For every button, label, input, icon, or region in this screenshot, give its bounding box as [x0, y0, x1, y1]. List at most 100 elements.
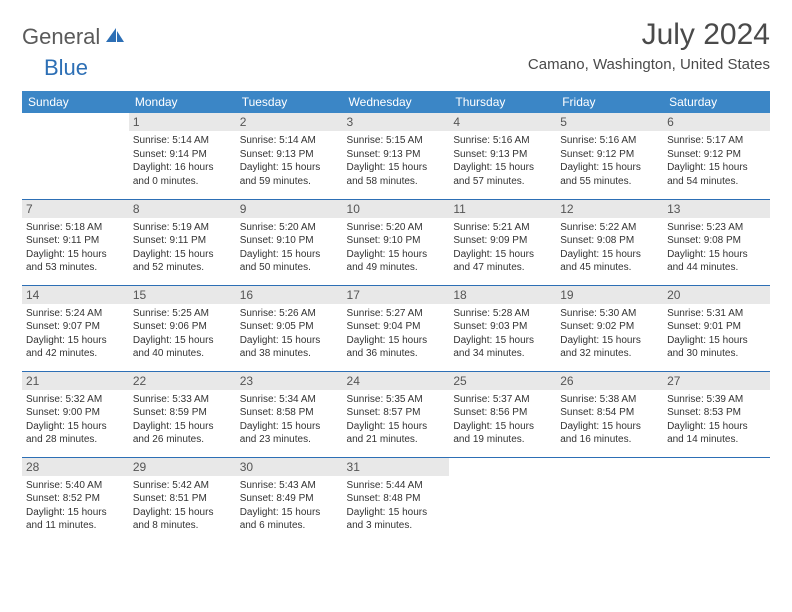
calendar-day-cell: 6Sunrise: 5:17 AMSunset: 9:12 PMDaylight… — [663, 113, 770, 199]
sunset-text: Sunset: 8:54 PM — [560, 406, 659, 420]
day-number: 23 — [236, 372, 343, 390]
day-number: 10 — [343, 200, 450, 218]
day-number: 2 — [236, 113, 343, 131]
sunset-text: Sunset: 9:11 PM — [26, 234, 125, 248]
sunset-text: Sunset: 8:52 PM — [26, 492, 125, 506]
calendar-day-cell: 2Sunrise: 5:14 AMSunset: 9:13 PMDaylight… — [236, 113, 343, 199]
calendar-day-cell: 19Sunrise: 5:30 AMSunset: 9:02 PMDayligh… — [556, 285, 663, 371]
calendar-day-cell: 10Sunrise: 5:20 AMSunset: 9:10 PMDayligh… — [343, 199, 450, 285]
calendar-day-cell: 18Sunrise: 5:28 AMSunset: 9:03 PMDayligh… — [449, 285, 556, 371]
day-number: 14 — [22, 286, 129, 304]
weekday-header: Saturday — [663, 91, 770, 113]
sunrise-text: Sunrise: 5:35 AM — [347, 393, 446, 407]
calendar-empty-cell — [22, 113, 129, 199]
sunset-text: Sunset: 9:12 PM — [560, 148, 659, 162]
calendar-day-cell: 3Sunrise: 5:15 AMSunset: 9:13 PMDaylight… — [343, 113, 450, 199]
sunset-text: Sunset: 9:11 PM — [133, 234, 232, 248]
title-block: July 2024 Camano, Washington, United Sta… — [528, 18, 770, 73]
calendar-day-cell: 14Sunrise: 5:24 AMSunset: 9:07 PMDayligh… — [22, 285, 129, 371]
sunrise-text: Sunrise: 5:39 AM — [667, 393, 766, 407]
calendar-table: SundayMondayTuesdayWednesdayThursdayFrid… — [22, 91, 770, 543]
day-number: 3 — [343, 113, 450, 131]
day-number: 31 — [343, 458, 450, 476]
sunrise-text: Sunrise: 5:38 AM — [560, 393, 659, 407]
day-text: Daylight: 15 hours and 6 minutes. — [240, 506, 339, 533]
sunrise-text: Sunrise: 5:20 AM — [347, 221, 446, 235]
day-number: 30 — [236, 458, 343, 476]
calendar-day-cell: 21Sunrise: 5:32 AMSunset: 9:00 PMDayligh… — [22, 371, 129, 457]
day-text: Daylight: 15 hours and 21 minutes. — [347, 420, 446, 447]
weekday-header: Monday — [129, 91, 236, 113]
calendar-day-cell: 23Sunrise: 5:34 AMSunset: 8:58 PMDayligh… — [236, 371, 343, 457]
day-number: 12 — [556, 200, 663, 218]
day-text: Daylight: 15 hours and 32 minutes. — [560, 334, 659, 361]
day-number: 16 — [236, 286, 343, 304]
sunrise-text: Sunrise: 5:24 AM — [26, 307, 125, 321]
calendar-day-cell: 7Sunrise: 5:18 AMSunset: 9:11 PMDaylight… — [22, 199, 129, 285]
sunset-text: Sunset: 8:57 PM — [347, 406, 446, 420]
calendar-week-row: 14Sunrise: 5:24 AMSunset: 9:07 PMDayligh… — [22, 285, 770, 371]
day-text: Daylight: 15 hours and 16 minutes. — [560, 420, 659, 447]
day-text: Daylight: 15 hours and 44 minutes. — [667, 248, 766, 275]
sunrise-text: Sunrise: 5:19 AM — [133, 221, 232, 235]
day-number: 29 — [129, 458, 236, 476]
sunrise-text: Sunrise: 5:43 AM — [240, 479, 339, 493]
calendar-day-cell: 11Sunrise: 5:21 AMSunset: 9:09 PMDayligh… — [449, 199, 556, 285]
day-number: 15 — [129, 286, 236, 304]
calendar-day-cell: 31Sunrise: 5:44 AMSunset: 8:48 PMDayligh… — [343, 457, 450, 543]
sunset-text: Sunset: 9:08 PM — [667, 234, 766, 248]
calendar-day-cell: 20Sunrise: 5:31 AMSunset: 9:01 PMDayligh… — [663, 285, 770, 371]
day-text: Daylight: 16 hours and 0 minutes. — [133, 161, 232, 188]
day-number: 7 — [22, 200, 129, 218]
calendar-day-cell: 28Sunrise: 5:40 AMSunset: 8:52 PMDayligh… — [22, 457, 129, 543]
calendar-day-cell: 30 Sunrise: 5:43 AMSunset: 8:49 PMDayligh… — [236, 457, 343, 543]
sunrise-text: Sunrise: 5:28 AM — [453, 307, 552, 321]
day-number: 19 — [556, 286, 663, 304]
sunset-text: Sunset: 8:51 PM — [133, 492, 232, 506]
day-text: Daylight: 15 hours and 53 minutes. — [26, 248, 125, 275]
day-text: Daylight: 15 hours and 19 minutes. — [453, 420, 552, 447]
sunrise-text: Sunrise: 5:40 AM — [26, 479, 125, 493]
logo-text-blue: Blue — [44, 55, 88, 80]
day-text: Daylight: 15 hours and 23 minutes. — [240, 420, 339, 447]
month-title: July 2024 — [528, 18, 770, 52]
calendar-day-cell: 13Sunrise: 5:23 AMSunset: 9:08 PMDayligh… — [663, 199, 770, 285]
day-text: Daylight: 15 hours and 34 minutes. — [453, 334, 552, 361]
day-text: Daylight: 15 hours and 28 minutes. — [26, 420, 125, 447]
calendar-week-row: 28Sunrise: 5:40 AMSunset: 8:52 PMDayligh… — [22, 457, 770, 543]
day-text: Daylight: 15 hours and 47 minutes. — [453, 248, 552, 275]
calendar-day-cell: 9Sunrise: 5:20 AMSunset: 9:10 PMDaylight… — [236, 199, 343, 285]
day-text: Daylight: 15 hours and 55 minutes. — [560, 161, 659, 188]
sunrise-text: Sunrise: 5:26 AM — [240, 307, 339, 321]
sunset-text: Sunset: 9:00 PM — [26, 406, 125, 420]
day-number: 27 — [663, 372, 770, 390]
sunset-text: Sunset: 9:13 PM — [240, 148, 339, 162]
sunrise-text: Sunrise: 5:23 AM — [667, 221, 766, 235]
sunrise-text: Sunrise: 5:17 AM — [667, 134, 766, 148]
day-number: 6 — [663, 113, 770, 131]
sunset-text: Sunset: 8:56 PM — [453, 406, 552, 420]
sunrise-text: Sunrise: 5:14 AM — [133, 134, 232, 148]
logo: General — [22, 18, 128, 50]
day-number: 17 — [343, 286, 450, 304]
sunrise-text: Sunrise: 5:21 AM — [453, 221, 552, 235]
day-number: 4 — [449, 113, 556, 131]
calendar-day-cell: 5Sunrise: 5:16 AMSunset: 9:12 PMDaylight… — [556, 113, 663, 199]
sunset-text: Sunset: 9:01 PM — [667, 320, 766, 334]
calendar-day-cell: 16Sunrise: 5:26 AMSunset: 9:05 PMDayligh… — [236, 285, 343, 371]
sunset-text: Sunset: 9:09 PM — [453, 234, 552, 248]
day-text: Daylight: 15 hours and 50 minutes. — [240, 248, 339, 275]
calendar-week-row: 21Sunrise: 5:32 AMSunset: 9:00 PMDayligh… — [22, 371, 770, 457]
calendar-day-cell: 15Sunrise: 5:25 AMSunset: 9:06 PMDayligh… — [129, 285, 236, 371]
day-text: Daylight: 15 hours and 40 minutes. — [133, 334, 232, 361]
day-number: 20 — [663, 286, 770, 304]
sunset-text: Sunset: 9:13 PM — [453, 148, 552, 162]
sunrise-text: Sunrise: 5:27 AM — [347, 307, 446, 321]
calendar-empty-cell — [663, 457, 770, 543]
day-text: Daylight: 15 hours and 11 minutes. — [26, 506, 125, 533]
day-number: 24 — [343, 372, 450, 390]
sunset-text: Sunset: 8:49 PM — [240, 492, 339, 506]
day-number: 1 — [129, 113, 236, 131]
sunrise-text: Sunrise: 5:44 AM — [347, 479, 446, 493]
calendar-day-cell: 17Sunrise: 5:27 AMSunset: 9:04 PMDayligh… — [343, 285, 450, 371]
